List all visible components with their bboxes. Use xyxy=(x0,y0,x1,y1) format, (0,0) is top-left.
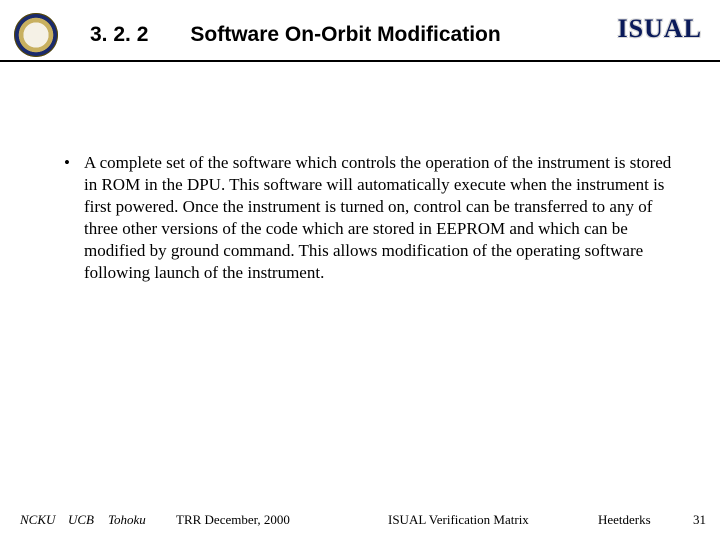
university-seal-icon xyxy=(14,13,58,57)
slide-body: • A complete set of the software which c… xyxy=(64,152,678,284)
footer-page-number: 31 xyxy=(693,512,706,528)
slide-header: 3. 2. 2 Software On-Orbit Modification I… xyxy=(0,10,720,62)
bullet-marker-icon: • xyxy=(64,152,84,284)
slide-title: Software On-Orbit Modification xyxy=(190,23,500,47)
footer-tohoku: Tohoku xyxy=(108,512,146,528)
section-number: 3. 2. 2 xyxy=(90,23,148,47)
footer-ncku: NCKU xyxy=(20,512,55,528)
slide-footer: NCKU UCB Tohoku TRR December, 2000 ISUAL… xyxy=(0,508,720,528)
bullet-item: • A complete set of the software which c… xyxy=(64,152,678,284)
bullet-text: A complete set of the software which con… xyxy=(84,152,678,284)
footer-author: Heetderks xyxy=(598,512,651,528)
footer-ucb: UCB xyxy=(68,512,94,528)
footer-trr-date: TRR December, 2000 xyxy=(176,512,290,528)
isual-logo: ISUAL xyxy=(618,14,702,44)
slide: 3. 2. 2 Software On-Orbit Modification I… xyxy=(0,0,720,540)
footer-center-title: ISUAL Verification Matrix xyxy=(388,512,529,528)
